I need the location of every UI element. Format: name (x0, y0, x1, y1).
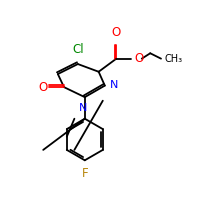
Text: N: N (109, 80, 118, 90)
Text: O: O (134, 52, 143, 65)
Text: O: O (39, 81, 48, 94)
Text: CH₃: CH₃ (165, 54, 183, 64)
Text: N: N (79, 103, 87, 113)
Text: O: O (111, 26, 120, 39)
Text: Cl: Cl (72, 43, 84, 56)
Text: F: F (81, 167, 88, 180)
